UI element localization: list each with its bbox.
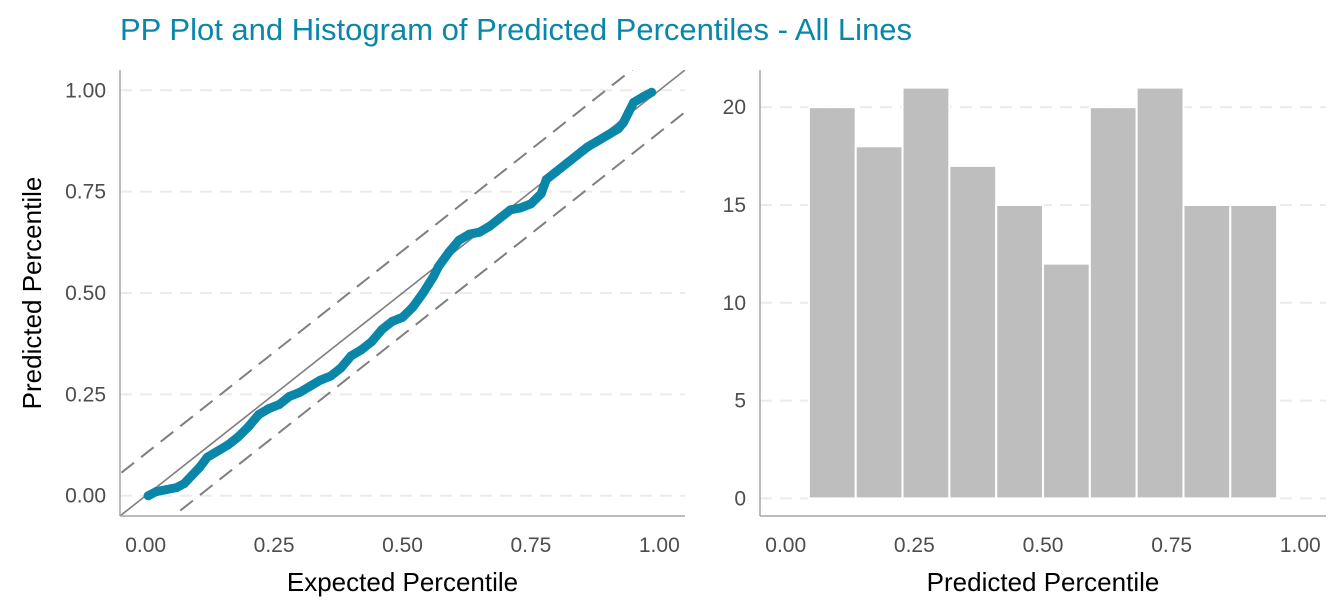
upper-band-line (120, 70, 634, 476)
lower-band-line (171, 110, 685, 516)
x-tick-label: 0.00 (125, 534, 166, 557)
data-point (593, 136, 603, 146)
histogram-bar (854, 145, 904, 500)
data-point (377, 324, 387, 334)
data-point (428, 272, 438, 282)
pp-plot-panel: 0.00 0.25 0.50 0.75 1.00 0.00 0.25 0.50 0.75 1.00… (17, 70, 685, 597)
data-point (562, 158, 572, 168)
x-tick-label: 0.50 (382, 534, 423, 557)
data-point (495, 213, 505, 223)
data-point (516, 203, 526, 213)
data-point (398, 312, 407, 322)
histogram-bar (1229, 203, 1279, 500)
x-tick-label: 1.00 (639, 534, 680, 557)
chart-title: PP Plot and Histogram of Predicted Perce… (120, 12, 913, 47)
histogram-bar (901, 86, 951, 500)
data-point (618, 118, 628, 128)
y-tick-label: 0.50 (65, 282, 106, 305)
data-point (295, 387, 305, 397)
x-tick-label: 0.50 (1023, 534, 1064, 557)
y-tick-label: 0.75 (65, 181, 106, 204)
data-point (172, 483, 181, 493)
histogram-bar (1182, 203, 1232, 500)
plot-area (120, 70, 685, 516)
histogram-bar (1135, 86, 1185, 500)
data-point (274, 400, 284, 409)
data-point (464, 229, 474, 239)
data-point (346, 351, 356, 361)
data-point (326, 371, 336, 381)
data-point (572, 150, 582, 160)
data-point (433, 262, 443, 272)
data-point (647, 87, 657, 97)
data-point (418, 288, 428, 298)
data-point (356, 345, 366, 355)
x-axis-label: Predicted Percentile (927, 567, 1160, 597)
data-point (639, 91, 649, 101)
y-tick-label: 0.25 (65, 383, 106, 406)
data-point (475, 227, 485, 237)
y-tick-label: 0 (734, 487, 746, 510)
y-tick-label: 20 (723, 96, 746, 119)
data-point (603, 130, 613, 140)
y-tick-label: 10 (723, 292, 746, 315)
data-point (151, 487, 161, 497)
data-point (624, 108, 633, 118)
data-point (305, 381, 315, 391)
histogram-bar (948, 164, 998, 500)
data-point (264, 404, 274, 414)
data-point (552, 166, 562, 176)
histogram-panel: 0 5 10 15 20 0.00 0.25 0.50 0.75 1.00 Predicted Pe… (723, 70, 1326, 597)
x-tick-label: 0.25 (254, 534, 295, 557)
data-point (336, 363, 346, 373)
x-tick-label: 0.25 (894, 534, 935, 557)
data-point (613, 124, 623, 134)
data-point (213, 446, 223, 456)
data-point (582, 142, 592, 152)
data-point (629, 97, 639, 107)
histogram-bar (1042, 262, 1091, 500)
data-point (536, 189, 546, 199)
data-point (387, 316, 397, 326)
x-axis-label: Expected Percentile (287, 567, 518, 597)
data-point (143, 491, 153, 501)
x-tick-label: 1.00 (1280, 534, 1321, 557)
data-point (526, 199, 536, 209)
data-point (367, 337, 377, 347)
y-tick-label: 15 (723, 194, 746, 217)
data-point (223, 440, 233, 450)
data-point (195, 462, 205, 472)
y-tick-label: 0.00 (65, 485, 106, 508)
x-tick-label: 0.00 (765, 534, 806, 557)
data-point (485, 221, 495, 231)
y-tick-label: 1.00 (65, 79, 106, 102)
data-point (285, 391, 294, 401)
data-point (187, 470, 197, 480)
data-point (454, 235, 464, 245)
data-point (254, 410, 264, 420)
reference-line (120, 70, 685, 516)
data-point (541, 174, 551, 184)
data-point (243, 422, 253, 432)
histogram-bar (995, 203, 1045, 500)
y-tick-label: 5 (734, 390, 746, 413)
data-point (202, 452, 212, 462)
data-point (444, 247, 454, 257)
data-point (505, 205, 515, 215)
histogram-bar (807, 106, 857, 500)
data-point (315, 375, 325, 385)
y-axis-label: Predicted Percentile (17, 177, 47, 410)
x-tick-label: 0.75 (510, 534, 551, 557)
data-point (233, 432, 243, 442)
x-tick-label: 0.75 (1151, 534, 1192, 557)
data-point (179, 479, 189, 489)
data-point (161, 485, 171, 495)
data-point (408, 302, 418, 312)
histogram-bar (1088, 106, 1138, 500)
